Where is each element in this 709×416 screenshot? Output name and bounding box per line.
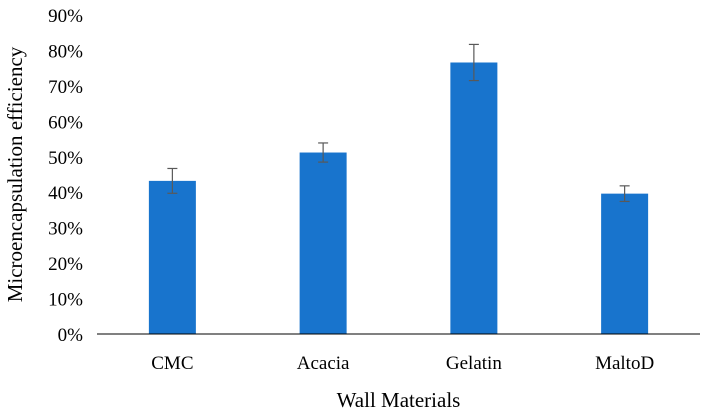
error-bar bbox=[318, 142, 329, 163]
y-tick-label: 20% bbox=[48, 254, 83, 275]
y-axis-title: Microencapsulation efficiency bbox=[3, 46, 27, 302]
bars bbox=[148, 62, 649, 335]
y-tick-label: 40% bbox=[48, 183, 83, 204]
y-tick-label: 10% bbox=[48, 290, 83, 311]
bar bbox=[601, 193, 649, 334]
error-bar bbox=[619, 185, 630, 203]
bar bbox=[299, 152, 347, 334]
error-bar bbox=[167, 167, 178, 194]
bar bbox=[450, 62, 498, 335]
y-axis-ticks: 0% 10% 20% 30% 40% 50% 60% 70% 80% 90% bbox=[48, 6, 83, 346]
x-tick-label: Acacia bbox=[297, 353, 350, 374]
error-bar bbox=[468, 43, 479, 82]
error-bars bbox=[167, 43, 630, 203]
x-axis-ticks: CMC Acacia Gelatin MaltoD bbox=[151, 353, 654, 374]
x-tick-label: MaltoD bbox=[595, 353, 654, 374]
x-axis-title: Wall Materials bbox=[337, 388, 461, 412]
bar bbox=[148, 180, 196, 334]
x-tick-label: Gelatin bbox=[446, 353, 502, 374]
y-tick-label: 80% bbox=[48, 41, 83, 62]
y-tick-label: 50% bbox=[48, 148, 83, 169]
y-tick-label: 60% bbox=[48, 112, 83, 133]
y-tick-label: 30% bbox=[48, 219, 83, 240]
y-tick-label: 0% bbox=[58, 325, 84, 346]
x-tick-label: CMC bbox=[151, 353, 193, 374]
y-tick-label: 90% bbox=[48, 6, 83, 27]
y-tick-label: 70% bbox=[48, 77, 83, 98]
